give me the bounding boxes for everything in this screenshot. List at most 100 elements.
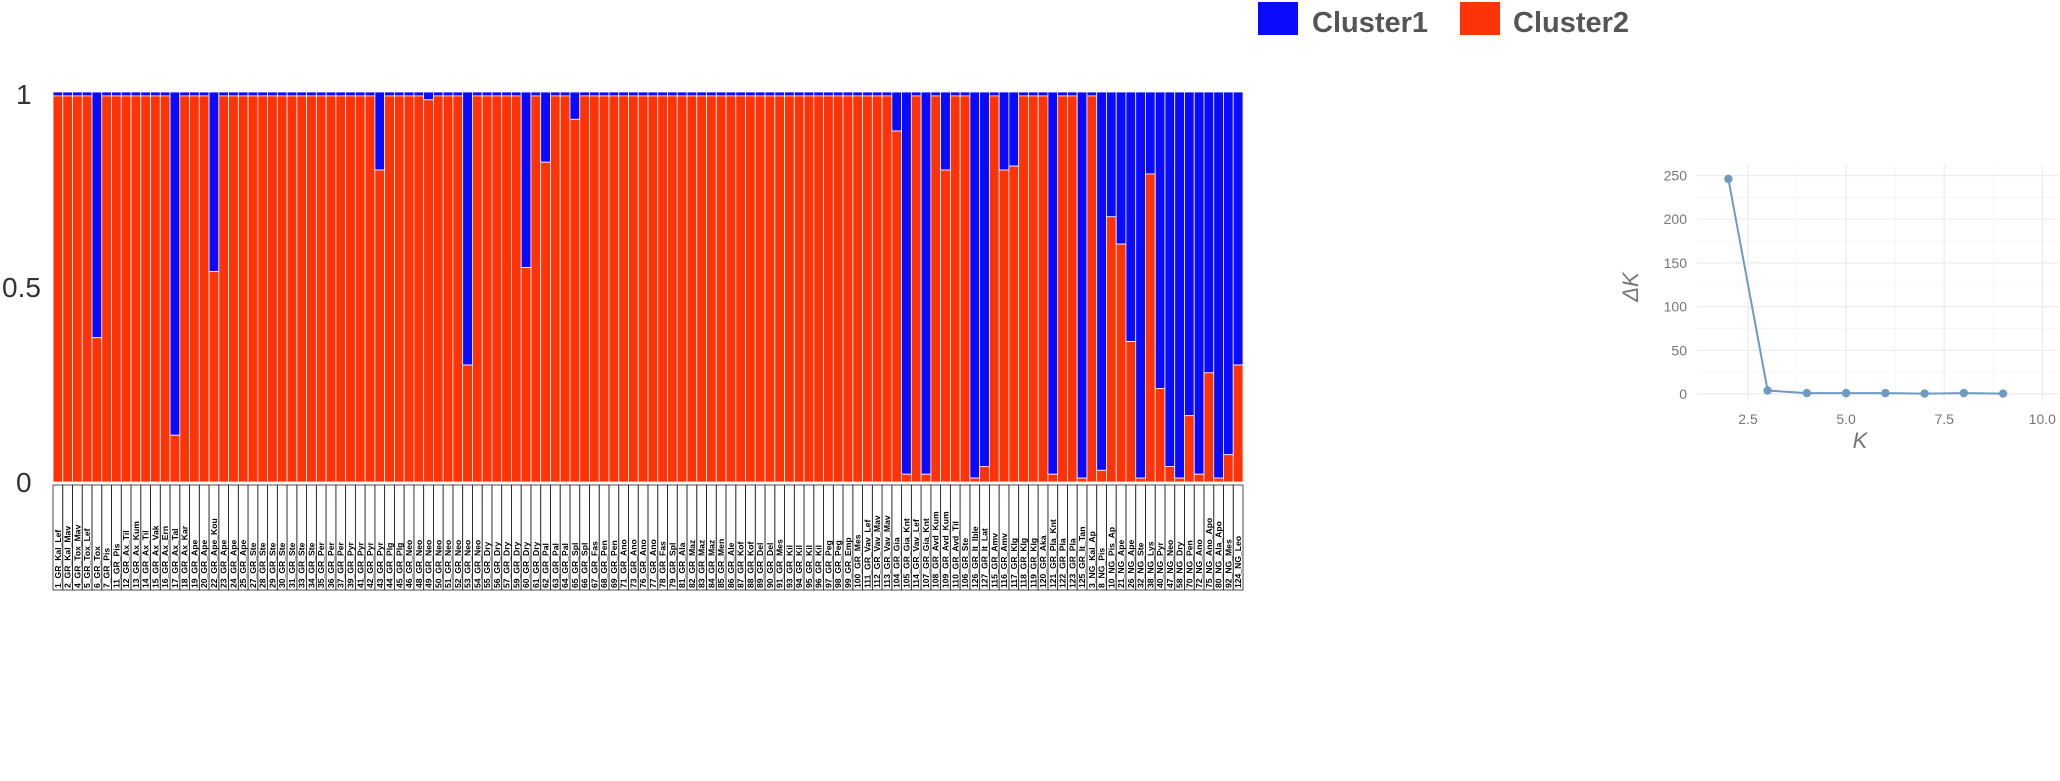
sample-label: 20_GR_Ape [199,540,209,588]
bar-93_GR_Kil-cluster1 [784,91,795,97]
bar-90_GR_Del-cluster1 [764,91,776,97]
bar-97_GR_Peg-cluster1 [823,91,834,97]
sample-label: 39_GR_Pyr [346,541,356,588]
bar-60_GR_Dry-cluster1 [520,91,532,268]
sample-label: 47_NG_Neo [1165,540,1175,588]
bar-16_GR_Ax_Ern-cluster1 [159,91,171,97]
sample-label: 49_GR_Neo [424,540,434,588]
bar-50_GR_Neo-cluster1 [433,91,444,97]
sample-label: 37_GR_Per [336,541,346,588]
bar-107_GR_Gia_Knt-cluster2 [920,473,932,483]
legend: Cluster1 Cluster2 [1258,2,1629,39]
sample-label: 88_GR_Kof [745,542,755,588]
bar-31_GR_Ste-cluster2 [286,95,298,483]
bar-85_GR_Men-cluster2 [715,95,727,483]
bar-69_GR_Pen-cluster2 [608,95,620,483]
bar-3_NG_Kal_Ap-cluster2 [1086,95,1098,483]
bar-69_GR_Pen-cluster1 [608,91,620,97]
bar-57_GR_Dry-cluster1 [501,91,512,97]
bar-108_GR_Avd_Kum-cluster1 [930,91,942,97]
legend-swatch-cluster2 [1460,2,1500,35]
sample-label: 16_GR_Ax_Ern [160,526,170,588]
bar-87_GR_Kof-cluster1 [735,91,746,97]
sample-label: 26_NG_Ape [1126,540,1136,588]
bar-79_GR_Spl-cluster2 [667,95,678,483]
sample-label: 17_GR_Ax_Tal [170,528,180,588]
bar-100_GR_Mes-cluster1 [852,91,863,97]
sample-label: 122_GR_Pla [1058,538,1068,588]
bar-61_GR_Dry-cluster1 [530,91,542,97]
bar-47_NG_Neo-cluster2 [1164,465,1176,483]
sample-label: 73_GR_Ano [628,539,638,588]
bar-42_GR_Pyr-cluster2 [364,95,376,483]
sample-label: 68_GR_Pen [599,540,609,588]
sample-label: 46_GR_Neo [404,540,414,588]
bar-116_GR_Amv-cluster2 [998,169,1010,483]
bar-76_GR_Ano-cluster1 [637,91,649,97]
bar-82_GR_Maz-cluster1 [686,91,698,97]
sample-label: 80_NG_Ala_Apo [1214,521,1224,588]
bar-64_GR_Pal-cluster2 [559,95,571,483]
sample-label: 89_GR_Del [755,543,765,588]
bar-125_GR_It_Tan-cluster1 [1076,91,1088,479]
bar-7_GR_Pis-cluster1 [101,91,112,97]
bar-96_GR_Kil-cluster1 [813,91,824,97]
dk-x-tick-label: 5.0 [1836,411,1856,427]
bar-37_GR_Per-cluster1 [335,91,347,97]
dk-plot-panel [1697,165,2058,401]
bar-5_GR_Tox_Lef-cluster2 [81,95,93,483]
bar-65_GR_Spl-cluster2 [569,118,581,483]
bar-120_GR_Aka-cluster1 [1037,91,1049,97]
sample-label: 1_GR_Kal_Lef [53,530,63,588]
sample-label: 117_GR_Klg [1009,538,1019,588]
bar-32_NG_Ste-cluster2 [1135,477,1146,483]
sample-label: 53_GR_Neo [463,540,473,588]
bar-93_GR_Kil-cluster2 [784,95,795,483]
bar-105_GR_Gia_Knt-cluster2 [901,473,912,483]
bar-59_GR_Dry-cluster1 [511,91,522,97]
bar-8_NG_Pis-cluster1 [1096,91,1107,471]
sample-label: 121_GR_Pla_Knt [1048,519,1058,588]
bar-49_GR_Neo-cluster2 [423,99,434,483]
bar-68_GR_Pen-cluster1 [598,91,610,97]
sample-label: 8_NG_Pis [1097,548,1107,588]
sample-label: 97_GR_Peg [823,540,833,588]
dk-point-k8 [1959,388,1969,398]
bar-66_GR_Spl-cluster1 [579,91,590,97]
sample-label: 76_GR_Ano [638,539,648,588]
sample-label: 25_GR_Ape [238,540,248,588]
bar-87_GR_Kof-cluster2 [735,95,746,483]
bar-47_NG_Neo-cluster1 [1164,91,1176,467]
dk-x-tick-label: 2.5 [1738,411,1758,427]
bar-80_NG_Ala_Apo-cluster2 [1213,477,1224,483]
dk-point-k9 [1998,389,2008,398]
bar-114_GR_Vav_Lef-cluster2 [910,95,922,483]
bar-85_GR_Men-cluster1 [715,91,727,97]
dk-y-tick-label: 100 [1664,299,1688,315]
bar-92_NG_Mes-cluster2 [1223,454,1234,483]
sample-label: 66_GR_Spl [580,543,590,588]
bar-123_GR_Pla-cluster1 [1067,91,1078,97]
bar-56_GR_Dry-cluster2 [491,95,503,483]
bar-126_GR_It_Ible-cluster2 [969,477,981,483]
sample-label: 60_GR_Dry [521,541,531,588]
bar-78_GR_Fas-cluster2 [657,95,668,483]
bar-119_GR_Klg-cluster2 [1028,95,1039,483]
bar-32_NG_Ste-cluster1 [1135,91,1146,479]
bar-71_GR_Ano-cluster1 [618,91,629,97]
sample-label: 43_GR_Pyr [375,541,385,588]
bar-25_GR_Ape-cluster1 [237,91,249,97]
bar-14_GR_Ax_Til-cluster2 [140,95,151,483]
sample-label: 71_GR_Ano [619,539,629,588]
bar-94_GR_Kil-cluster1 [793,91,805,97]
legend-swatch-cluster1 [1258,2,1298,35]
bar-98_GR_Peg-cluster2 [832,95,844,483]
sample-label: 77_GR_Ano [648,539,658,588]
delta-k-line-chart: 0 50 100 150 200 250 2.5 5.0 7.5 10.0 K ΔK [1618,165,2058,453]
bar-36_GR_Per-cluster2 [325,95,337,483]
bar-17_GR_Ax_Tal-cluster1 [169,91,181,436]
bar-15_GR_Ax_Vak-cluster1 [150,91,161,97]
bar-39_GR_Pyr-cluster1 [345,91,356,97]
bar-12_GR_Ax_Til-cluster1 [120,91,132,97]
